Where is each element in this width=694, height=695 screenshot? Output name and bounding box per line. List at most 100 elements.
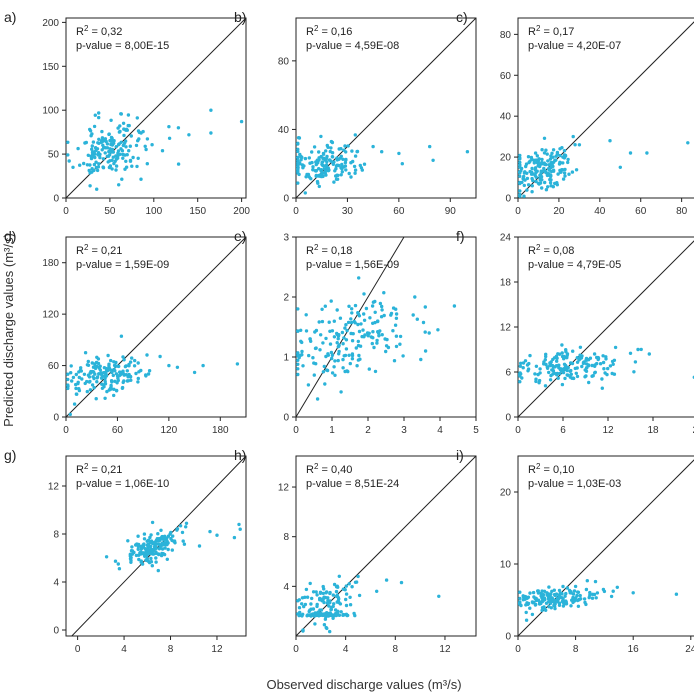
data-point: [550, 368, 554, 372]
data-point: [332, 335, 337, 339]
data-point: [362, 335, 366, 339]
data-point: [350, 339, 355, 343]
data-point: [530, 184, 534, 188]
data-point: [367, 367, 371, 371]
data-point: [544, 601, 549, 605]
r-squared-value: 0,40: [331, 464, 352, 476]
data-point: [321, 152, 326, 156]
data-point: [71, 165, 75, 169]
data-point: [117, 183, 121, 187]
data-point: [109, 118, 113, 123]
data-point: [550, 589, 554, 593]
data-point: [533, 151, 538, 155]
y-tick-label: 200: [42, 18, 59, 29]
data-point: [391, 329, 395, 333]
data-point: [343, 144, 347, 148]
data-point: [95, 376, 99, 380]
r-squared-annotation: R2 = 0,16: [306, 24, 352, 38]
x-tick-label: 0: [293, 425, 299, 436]
data-point: [136, 376, 140, 381]
data-point: [431, 158, 435, 162]
x-tick-label: 0: [63, 425, 69, 436]
data-point: [146, 543, 150, 548]
data-point: [82, 372, 87, 376]
data-point: [197, 544, 202, 548]
data-point: [208, 529, 212, 534]
data-point: [339, 173, 343, 177]
data-point: [353, 303, 358, 308]
r-squared-annotation: R2 = 0,18: [306, 243, 352, 257]
data-point: [319, 608, 324, 612]
data-point: [330, 353, 335, 357]
data-point: [530, 190, 534, 194]
data-point: [347, 353, 351, 357]
data-point: [553, 602, 557, 606]
data-point: [584, 587, 589, 592]
data-point: [323, 617, 328, 621]
data-point: [145, 137, 150, 141]
data-point: [584, 374, 588, 378]
data-point: [139, 177, 143, 181]
data-point: [331, 593, 335, 597]
data-point: [539, 594, 543, 598]
data-point: [317, 167, 321, 171]
data-point: [602, 589, 607, 594]
data-point: [297, 598, 301, 602]
data-point: [573, 584, 578, 589]
data-point: [192, 370, 197, 375]
data-point: [531, 178, 535, 183]
data-point: [327, 604, 331, 608]
data-point: [332, 160, 336, 164]
data-point: [110, 136, 114, 140]
data-point: [580, 364, 584, 369]
data-point: [633, 360, 638, 364]
data-point: [554, 364, 559, 368]
data-point: [87, 380, 92, 384]
data-point: [297, 136, 302, 140]
data-point: [545, 152, 549, 156]
y-tick-label: 20: [500, 153, 512, 164]
data-point: [311, 356, 315, 360]
r-squared-value: 0,08: [553, 245, 574, 257]
data-point: [151, 552, 156, 556]
data-point: [76, 146, 80, 151]
panel-label: a): [4, 9, 16, 25]
data-point: [66, 384, 70, 388]
data-point: [548, 378, 553, 382]
data-point: [345, 613, 349, 618]
data-point: [576, 604, 581, 608]
data-point: [167, 363, 171, 368]
data-point: [67, 159, 71, 163]
data-point: [544, 354, 548, 359]
data-point: [356, 343, 361, 348]
data-point: [77, 375, 82, 380]
data-point: [555, 371, 559, 376]
data-point: [348, 595, 352, 599]
data-point: [535, 154, 539, 158]
data-point: [355, 364, 359, 368]
data-point: [305, 595, 310, 599]
data-point: [518, 596, 522, 601]
data-point: [548, 173, 553, 177]
data-point: [149, 548, 154, 552]
data-point: [120, 385, 125, 390]
r-squared-value: 0,18: [331, 245, 352, 257]
data-point: [124, 159, 128, 163]
data-point: [150, 564, 154, 568]
x-tick-label: 0: [63, 206, 69, 217]
data-point: [110, 370, 114, 375]
data-point: [362, 318, 367, 322]
data-point: [332, 180, 336, 184]
data-point: [566, 157, 570, 162]
data-point: [127, 149, 131, 153]
data-point: [585, 579, 589, 583]
x-tick-label: 0: [293, 206, 299, 217]
x-tick-label: 0: [515, 206, 521, 217]
data-point: [528, 606, 532, 610]
data-point: [608, 364, 613, 368]
data-point: [136, 129, 141, 133]
data-point: [315, 604, 319, 609]
y-tick-label: 0: [505, 194, 511, 205]
data-point: [300, 353, 304, 357]
data-point: [575, 366, 579, 370]
